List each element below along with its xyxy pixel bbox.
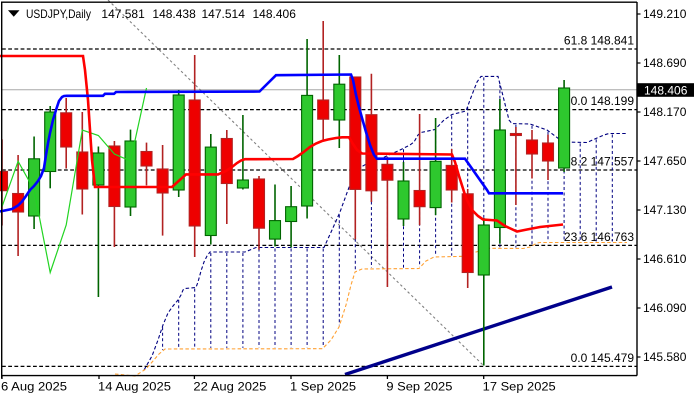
svg-text:148.438: 148.438 <box>152 7 196 21</box>
svg-text:38.2 147.557: 38.2 147.557 <box>564 155 634 169</box>
svg-text:61.8 148.841: 61.8 148.841 <box>564 34 634 48</box>
svg-text:148.406: 148.406 <box>644 83 688 97</box>
svg-text:22 Aug 2025: 22 Aug 2025 <box>193 380 266 394</box>
svg-text:17 Sep 2025: 17 Sep 2025 <box>483 380 556 394</box>
svg-text:146.090: 146.090 <box>643 301 687 315</box>
svg-text:0.0 145.479: 0.0 145.479 <box>571 351 635 365</box>
svg-text:148.690: 148.690 <box>643 56 687 70</box>
svg-text:148.406: 148.406 <box>253 7 297 21</box>
svg-text:USDJPY,Daily: USDJPY,Daily <box>26 7 91 21</box>
svg-text:145.580: 145.580 <box>643 350 687 364</box>
svg-text:50.0 148.199: 50.0 148.199 <box>564 94 634 108</box>
svg-text:23.6 146.763: 23.6 146.763 <box>564 230 634 244</box>
svg-text:149.210: 149.210 <box>643 7 687 21</box>
svg-text:146.610: 146.610 <box>643 252 687 266</box>
svg-text:147.581: 147.581 <box>101 7 145 21</box>
svg-text:6 Aug 2025: 6 Aug 2025 <box>1 380 67 394</box>
svg-text:147.130: 147.130 <box>643 203 687 217</box>
svg-text:147.650: 147.650 <box>643 154 687 168</box>
svg-text:147.514: 147.514 <box>202 7 246 21</box>
svg-text:9 Sep 2025: 9 Sep 2025 <box>386 380 452 394</box>
svg-text:14 Aug 2025: 14 Aug 2025 <box>98 380 171 394</box>
svg-text:148.170: 148.170 <box>643 105 687 119</box>
svg-text:1 Sep 2025: 1 Sep 2025 <box>290 380 356 394</box>
